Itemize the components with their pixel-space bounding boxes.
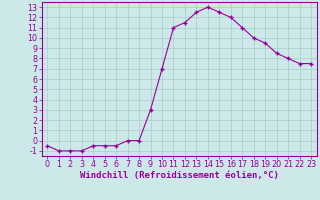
X-axis label: Windchill (Refroidissement éolien,°C): Windchill (Refroidissement éolien,°C) — [80, 171, 279, 180]
